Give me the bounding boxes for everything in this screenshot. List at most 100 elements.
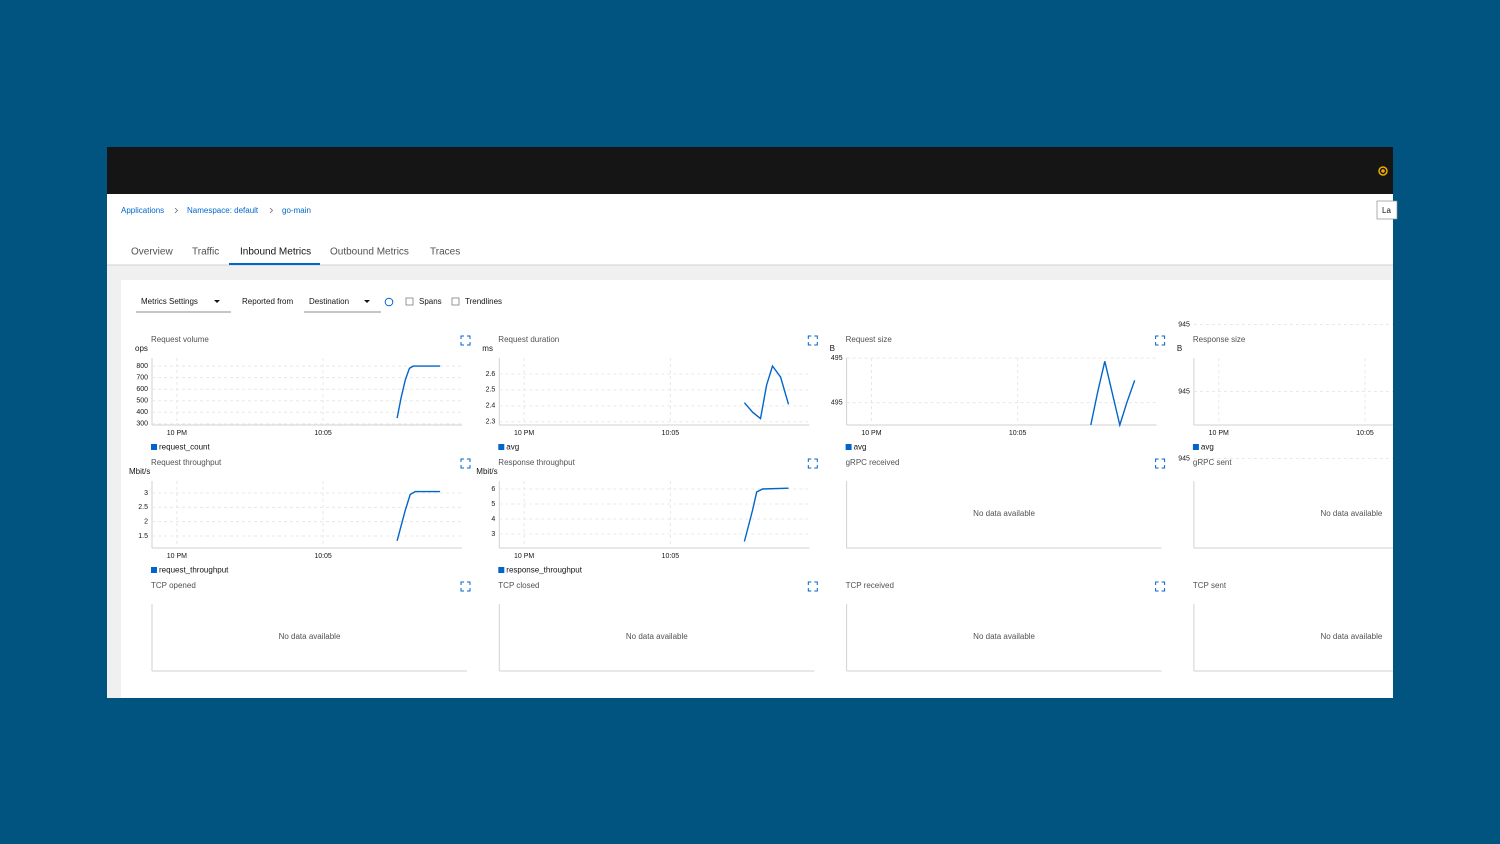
y-tick-label: 2.4 <box>486 403 496 410</box>
masthead <box>107 147 1393 194</box>
tab[interactable]: Traffic <box>192 247 219 258</box>
legend-swatch <box>1192 444 1199 450</box>
breadcrumb-item[interactable]: Applications <box>121 206 164 215</box>
no-data-text: No data available <box>626 632 688 641</box>
series-line <box>743 364 790 420</box>
legend-label: avg <box>1201 443 1214 452</box>
legend-label: response_throughput <box>506 566 582 575</box>
time-range-select[interactable] <box>1376 200 1398 220</box>
series-line <box>1090 361 1136 428</box>
legend-swatch <box>498 444 505 450</box>
x-tick-label: 10:05 <box>662 553 680 560</box>
caret <box>214 300 220 303</box>
expand-icon[interactable] <box>807 581 818 592</box>
legend-label: request_count <box>159 443 210 452</box>
x-tick-label: 10 PM <box>514 553 534 560</box>
legend-label: request_throughput <box>159 566 229 575</box>
expand-icon[interactable] <box>807 458 818 469</box>
chart-title: TCP sent <box>1193 581 1227 590</box>
legend-swatch <box>151 567 157 573</box>
x-tick-label: 10:05 <box>1009 430 1027 437</box>
y-tick-label: 495 <box>831 400 843 407</box>
metrics-card <box>121 280 1393 698</box>
expand-icon[interactable] <box>807 335 818 346</box>
chart-title: Request size <box>846 335 893 344</box>
reported-from-label: Reported from <box>242 297 293 306</box>
unit-label: Mbit/s <box>476 467 497 476</box>
metrics-settings-dropdown[interactable] <box>136 292 231 312</box>
series-line <box>396 490 441 541</box>
y-tick-label: 400 <box>136 409 148 416</box>
reported-from-value: Destination <box>309 297 349 306</box>
chart-title: Request volume <box>151 335 209 344</box>
info-icon[interactable] <box>384 297 394 307</box>
chart-title: Response throughput <box>498 458 575 467</box>
y-tick-label: 2.6 <box>486 371 496 378</box>
chart-title: TCP received <box>846 581 894 590</box>
series-line <box>743 487 789 542</box>
trendlines-checkbox[interactable] <box>451 297 460 306</box>
x-tick-label: 10 PM <box>514 430 534 437</box>
chart-title: gRPC received <box>846 458 900 467</box>
legend-label: avg <box>854 443 867 452</box>
expand-icon[interactable] <box>460 458 471 469</box>
x-tick-label: 10 PM <box>167 553 187 560</box>
breadcrumb-item[interactable]: go-main <box>282 206 311 215</box>
no-data-text: No data available <box>1320 509 1382 518</box>
active-tab-indicator <box>229 263 320 265</box>
expand-icon[interactable] <box>1155 581 1166 592</box>
spans-label: Spans <box>419 297 442 306</box>
legend-swatch <box>151 444 157 450</box>
expand-icon[interactable] <box>460 581 471 592</box>
y-tick-label: 500 <box>136 398 148 405</box>
no-data-text: No data available <box>973 509 1035 518</box>
y-tick-label: 2.5 <box>486 387 496 394</box>
caret <box>364 300 370 303</box>
metrics-settings-label: Metrics Settings <box>141 297 198 306</box>
legend-swatch <box>498 567 505 573</box>
breadcrumb-separator <box>269 207 274 214</box>
chart-title: TCP opened <box>151 581 196 590</box>
y-tick-label: 2.3 <box>486 419 496 426</box>
chart-title: Request throughput <box>151 458 222 467</box>
reported-from-dropdown[interactable] <box>304 292 381 312</box>
status-icon[interactable] <box>1378 166 1388 176</box>
y-tick-label: 2 <box>144 519 148 526</box>
expand-icon[interactable] <box>1155 335 1166 346</box>
y-tick-label: 6 <box>491 486 495 493</box>
no-data-text: No data available <box>1320 632 1382 641</box>
legend-swatch <box>845 444 852 450</box>
x-tick-label: 10 PM <box>1209 430 1229 437</box>
tab[interactable]: Overview <box>131 247 173 258</box>
y-tick-label: 800 <box>136 363 148 370</box>
y-tick-label: 3 <box>491 531 495 538</box>
unit-label: B <box>1177 344 1182 353</box>
x-tick-label: 10:05 <box>1356 430 1374 437</box>
unit-label: ops <box>135 344 148 353</box>
x-tick-label: 10:05 <box>662 430 680 437</box>
breadcrumb-separator <box>174 207 179 214</box>
spans-checkbox[interactable] <box>405 297 414 306</box>
content: Metrics Settings Reported from Destinati… <box>129 292 1393 672</box>
tab[interactable]: Inbound Metrics <box>240 247 311 258</box>
y-tick-label: 3 <box>144 490 148 497</box>
no-data-text: No data available <box>279 632 341 641</box>
expand-icon[interactable] <box>460 335 471 346</box>
breadcrumb-item[interactable]: Namespace: default <box>187 206 259 215</box>
tab[interactable]: Outbound Metrics <box>330 247 409 258</box>
y-tick-label: 495 <box>831 355 843 362</box>
chart-title: Request duration <box>498 335 559 344</box>
y-tick-label: 4 <box>491 516 495 523</box>
tab[interactable]: Traces <box>430 247 460 258</box>
no-data-text: No data available <box>973 632 1035 641</box>
y-tick-label: 2.5 <box>138 504 148 511</box>
chart-title: TCP closed <box>498 581 539 590</box>
expand-icon[interactable] <box>1155 458 1166 469</box>
trendlines-label: Trendlines <box>465 297 502 306</box>
unit-label: ms <box>482 344 493 353</box>
x-tick-label: 10 PM <box>861 430 881 437</box>
y-tick-label: 945 <box>1178 388 1190 395</box>
unit-label: B <box>830 344 835 353</box>
